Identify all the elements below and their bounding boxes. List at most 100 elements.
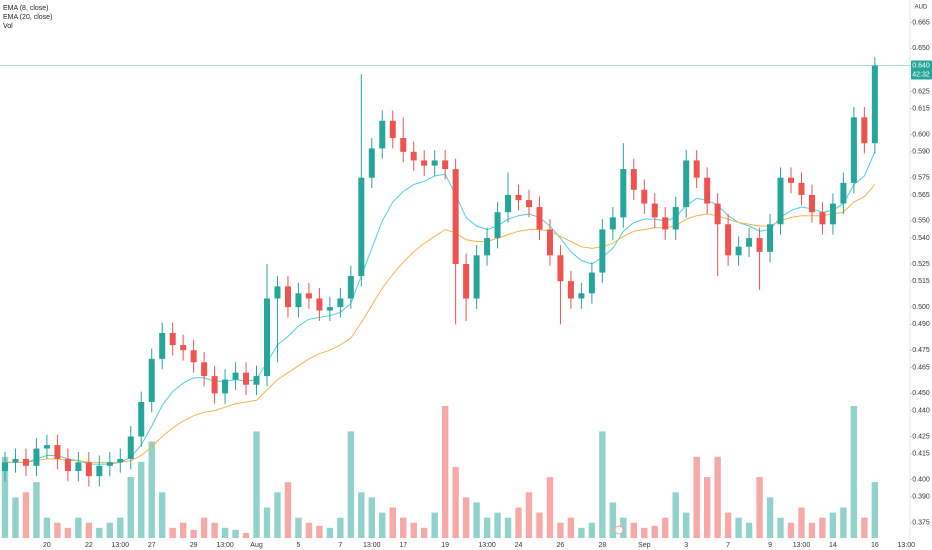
volume-bar	[232, 529, 239, 538]
volume-bar	[452, 466, 459, 538]
volume-bar	[421, 527, 428, 538]
y-tick-label: 0.615	[912, 106, 930, 113]
volume-bar	[703, 477, 711, 538]
candle-body	[347, 276, 354, 299]
candle-body	[337, 298, 344, 308]
candle-body	[169, 332, 176, 346]
candle-body	[819, 212, 826, 225]
volume-bar	[64, 527, 72, 538]
candle-body	[536, 207, 543, 230]
volume-bar	[379, 512, 386, 538]
x-tick-label: 13:00	[216, 542, 234, 549]
volume-bar	[536, 512, 543, 538]
candle-body	[683, 160, 690, 208]
candle-body	[389, 120, 396, 139]
candle-body	[264, 298, 270, 377]
volume-bar	[179, 522, 187, 538]
volume-bar	[850, 406, 858, 538]
x-tick-label: 19	[441, 542, 449, 549]
candle-body	[473, 255, 480, 299]
volume-bar	[756, 477, 763, 538]
y-tick-label: 0.375	[912, 520, 930, 527]
candle-body	[326, 307, 333, 311]
candle-body	[190, 350, 197, 363]
volume-bar	[1, 456, 9, 538]
y-tick-label: 0.565	[912, 192, 930, 199]
candle-body	[861, 117, 868, 144]
y-tick-label: 0.550	[912, 218, 930, 225]
x-tick-label: Sep	[638, 542, 651, 549]
candle-body	[211, 376, 218, 394]
candle-body	[798, 182, 805, 195]
candle-body	[358, 177, 365, 277]
candle-body	[588, 272, 595, 294]
candle-body	[253, 376, 260, 385]
last-price-box	[911, 60, 932, 80]
volume-bar	[578, 527, 585, 538]
volume-bar	[400, 517, 407, 538]
candle-body	[567, 281, 574, 299]
candle-body	[222, 379, 229, 394]
candle-body	[777, 177, 784, 225]
volume-bar	[777, 517, 784, 538]
axes: 0.665 0.650 0.625 0.615 0.600 0.590 0.575 0.565…	[0, 19, 932, 549]
volume-bar	[33, 482, 40, 538]
candle-body	[599, 229, 606, 273]
y-tick-label: 0.450	[912, 390, 930, 397]
volume-bar	[295, 517, 302, 538]
candle-body	[410, 151, 417, 161]
volume-bar	[274, 492, 281, 538]
candle-body	[505, 194, 512, 213]
x-tick-label: 17	[399, 542, 407, 549]
y-tick-label: 0.440	[912, 407, 930, 414]
candle-body	[243, 372, 250, 385]
volume-bar	[138, 461, 145, 538]
candle-body	[431, 160, 438, 166]
volume-bar	[766, 497, 774, 538]
candle-body	[546, 229, 553, 256]
candle-body	[871, 65, 878, 144]
x-tick-label: 28	[598, 542, 606, 549]
candle-body	[127, 436, 134, 459]
candle-body	[232, 372, 239, 380]
candle-body	[808, 194, 815, 213]
currency-label: AUD	[915, 5, 928, 11]
volume-bar	[326, 527, 334, 538]
candle-body	[305, 293, 312, 299]
x-tick-label: 5	[296, 542, 300, 549]
x-tick-label: 13:00	[363, 542, 381, 549]
volume-bar	[221, 527, 229, 538]
volume-bar	[316, 525, 323, 538]
volume-bar	[85, 522, 93, 538]
volume-bar	[106, 522, 113, 538]
candle-body	[180, 345, 187, 351]
volume-bar	[861, 517, 868, 538]
x-tick-label: 24	[515, 542, 523, 549]
volume-bar	[410, 522, 417, 538]
volume-bar	[599, 431, 606, 538]
candle-body	[693, 160, 700, 178]
candle-body	[788, 177, 794, 183]
volume-bar	[462, 497, 470, 538]
candles	[2, 56, 878, 487]
volume-bar	[169, 527, 176, 538]
volume-bar	[525, 492, 533, 538]
candle-body	[756, 238, 763, 252]
volume-bar	[96, 527, 103, 538]
event-marker[interactable]	[614, 525, 624, 535]
candle-body	[526, 200, 532, 208]
candle-body	[284, 286, 291, 308]
candle-body	[641, 189, 648, 204]
volume-bar	[840, 507, 847, 538]
candle-body	[379, 120, 386, 149]
last-price-label: 0.640	[912, 62, 930, 69]
volume-bar	[127, 477, 134, 538]
candle-body	[201, 362, 208, 377]
candle-body	[64, 458, 71, 471]
volume-bar	[358, 492, 365, 538]
legend: EMA (8, close) EMA (20, close) Vol	[3, 5, 52, 30]
candle-body	[85, 462, 92, 477]
volume-bar	[504, 517, 512, 538]
volume-bar	[714, 456, 721, 538]
